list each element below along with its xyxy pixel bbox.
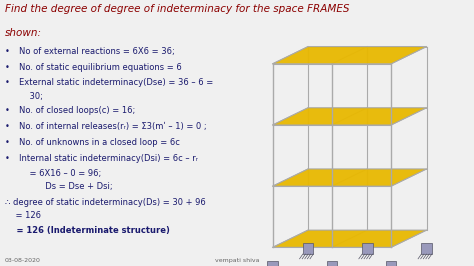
Text: No. of unknowns in a closed loop = 6c: No. of unknowns in a closed loop = 6c (19, 138, 180, 147)
Text: Ds = Dse + Dsi;: Ds = Dse + Dsi; (19, 182, 113, 191)
Polygon shape (273, 47, 427, 64)
Polygon shape (273, 230, 427, 247)
FancyBboxPatch shape (327, 261, 337, 266)
Text: Internal static indeterminacy(Dsi) = 6c – rᵣ: Internal static indeterminacy(Dsi) = 6c … (19, 154, 198, 163)
FancyBboxPatch shape (421, 243, 432, 254)
Polygon shape (273, 108, 427, 125)
Text: ∴ degree of static indeterminacy(Ds) = 30 + 96: ∴ degree of static indeterminacy(Ds) = 3… (5, 198, 206, 207)
Text: 30;: 30; (19, 92, 43, 101)
FancyBboxPatch shape (362, 243, 373, 254)
Text: = 6X16 – 0 = 96;: = 6X16 – 0 = 96; (19, 169, 101, 178)
Text: •: • (5, 78, 9, 88)
Text: No. of static equilibrium equations = 6: No. of static equilibrium equations = 6 (19, 63, 182, 72)
FancyBboxPatch shape (303, 243, 313, 254)
Text: External static indeterminacy(Dse) = 36 – 6 =: External static indeterminacy(Dse) = 36 … (19, 78, 213, 88)
FancyBboxPatch shape (386, 261, 396, 266)
Text: shown:: shown: (5, 28, 42, 38)
Polygon shape (273, 169, 427, 186)
Text: •: • (5, 138, 9, 147)
Text: •: • (5, 106, 9, 115)
Text: •: • (5, 47, 9, 56)
Text: •: • (5, 154, 9, 163)
Text: Find the degree of degree of indeterminacy for the space FRAMES: Find the degree of degree of indetermina… (5, 4, 349, 14)
Text: •: • (5, 63, 9, 72)
Text: No. of closed loops(c) = 16;: No. of closed loops(c) = 16; (19, 106, 135, 115)
Text: vempati shiva: vempati shiva (215, 258, 259, 263)
Text: •: • (5, 122, 9, 131)
Text: = 126 (Indeterminate structure): = 126 (Indeterminate structure) (5, 226, 170, 235)
Text: No. of internal releases(rᵣ) = Σ3(mʹ – 1) = 0 ;: No. of internal releases(rᵣ) = Σ3(mʹ – 1… (19, 122, 207, 131)
Text: 03-08-2020: 03-08-2020 (5, 258, 41, 263)
FancyBboxPatch shape (267, 261, 278, 266)
Text: = 126: = 126 (5, 211, 41, 221)
Text: No of external reactions = 6X6 = 36;: No of external reactions = 6X6 = 36; (19, 47, 175, 56)
